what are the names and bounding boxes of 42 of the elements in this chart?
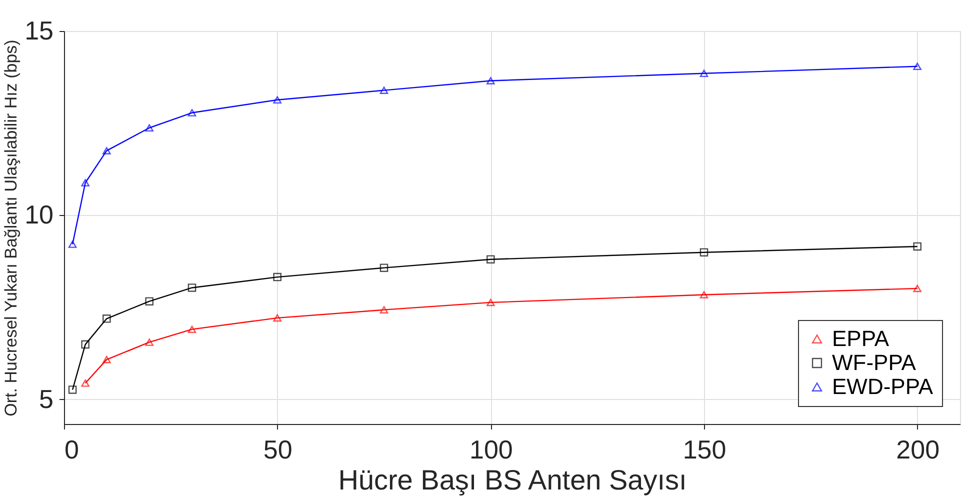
legend-label: EPPA	[832, 326, 890, 351]
point	[273, 314, 282, 322]
point	[102, 314, 111, 323]
point	[700, 291, 708, 298]
point	[913, 62, 922, 70]
point	[145, 297, 154, 306]
point	[81, 340, 90, 349]
point	[81, 179, 90, 186]
x-axis-title: Hücre Başı BS Anten Sayısı	[338, 464, 687, 496]
x-tick-label: 50	[263, 434, 292, 464]
point	[380, 306, 388, 314]
point	[380, 86, 388, 94]
point	[68, 240, 77, 248]
point	[700, 70, 708, 78]
point	[188, 109, 196, 116]
point	[486, 77, 495, 84]
point	[273, 96, 282, 104]
point	[81, 379, 90, 387]
point	[68, 386, 77, 394]
legend-label: WF-PPA	[832, 350, 916, 375]
point	[913, 242, 922, 251]
point	[700, 248, 708, 256]
y-tick-label: 10	[24, 200, 54, 230]
y-tick-label: 15	[24, 16, 54, 46]
x-tick-label: 150	[682, 434, 726, 464]
point	[913, 284, 922, 292]
point	[486, 255, 495, 264]
legend-label: EWD-PPA	[832, 374, 934, 399]
y-tick-label: 5	[39, 384, 54, 414]
point	[102, 147, 111, 154]
point	[102, 356, 111, 364]
y-axis-title: Ort. Hucresel Yukarı Bağlantı Ulaşılabilir Hız (bps)	[2, 40, 21, 416]
point	[188, 284, 196, 292]
point	[188, 326, 196, 334]
point	[145, 124, 154, 132]
point	[145, 338, 154, 346]
point	[486, 298, 495, 306]
x-tick-label: 100	[469, 434, 513, 464]
x-tick-label: 0	[64, 434, 79, 464]
point	[273, 272, 282, 282]
point	[380, 264, 388, 272]
x-tick-label: 200	[896, 434, 940, 464]
